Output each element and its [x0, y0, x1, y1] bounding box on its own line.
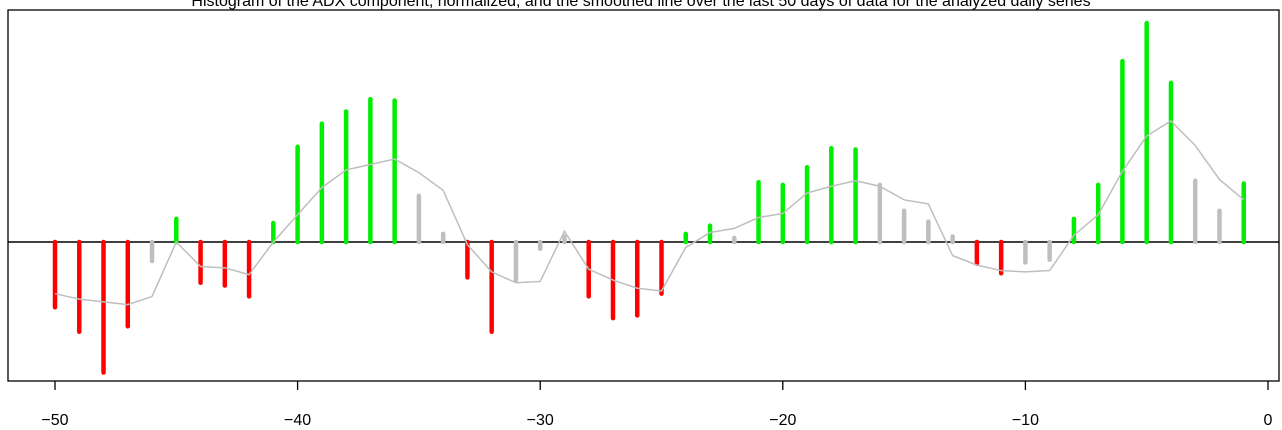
x-axis: −50 −40 −30 −20 −10 0 — [41, 381, 1273, 429]
smoothed-line — [54, 120, 1245, 306]
x-tick-label: −10 — [1012, 412, 1039, 429]
x-tick-label: −20 — [769, 412, 796, 429]
chart-title-group: Histogram of the ADX component, normaliz… — [191, 0, 1090, 10]
x-tick-label: 0 — [1264, 412, 1273, 429]
x-tick-label: −30 — [527, 412, 554, 429]
x-tick-label: −50 — [41, 412, 68, 429]
x-tick-label: −40 — [284, 412, 311, 429]
plot-frame — [7, 9, 1280, 382]
chart-title: Histogram of the ADX component, normaliz… — [191, 0, 1090, 10]
histogram-bars — [52, 20, 1246, 375]
